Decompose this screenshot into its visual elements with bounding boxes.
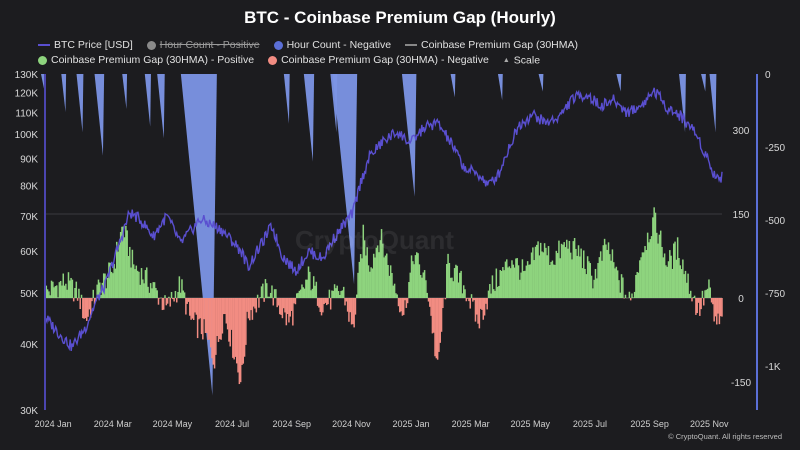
hour-count-spike <box>538 74 544 92</box>
mid-tick-label: -150 <box>731 378 751 389</box>
legend-swatch <box>273 40 283 50</box>
x-tick-label: 2025 Mar <box>452 419 490 429</box>
legend-label: Coinbase Premium Gap (30HMA) - Positive <box>51 54 255 67</box>
legend-swatch: ▲ <box>502 57 510 64</box>
legend-item[interactable]: BTC Price [USD] <box>38 38 133 53</box>
hour-count-spike <box>283 74 290 124</box>
right-tick-label: -750 <box>765 289 785 300</box>
legend-label: Coinbase Premium Gap (30HMA) - Negative <box>281 54 489 67</box>
x-tick-label: 2024 Mar <box>94 419 132 429</box>
legend-item[interactable]: Hour Count - Positive <box>146 38 260 53</box>
left-tick-label: 30K <box>20 406 38 417</box>
x-tick-label: 2024 May <box>153 419 193 429</box>
hour-count-spike <box>303 74 315 162</box>
left-tick-label: 120K <box>15 88 39 99</box>
hour-count-spike <box>709 74 717 133</box>
left-tick-label: 70K <box>20 212 38 223</box>
legend-label: BTC Price [USD] <box>54 39 133 51</box>
hour-count-spike <box>450 74 456 98</box>
hour-count-spike <box>332 74 358 285</box>
premium-gap-series <box>44 207 723 385</box>
legend-item[interactable]: Coinbase Premium Gap (30HMA) <box>405 38 578 53</box>
axes: 30K 40K 50K 60K 70K 80K 90K 100K 110K 120K 130K 300… <box>15 70 786 429</box>
x-tick-label: 2025 Sep <box>630 419 669 429</box>
left-tick-label: 50K <box>20 289 38 300</box>
legend-item[interactable]: Hour Count - Negative <box>273 38 392 53</box>
hour-count-spike <box>616 74 622 92</box>
x-tick-label: 2024 Nov <box>332 419 371 429</box>
mid-tick-label: 300 <box>733 126 750 137</box>
legend-label: Hour Count - Positive <box>159 39 260 51</box>
watermark: CryptoQuant <box>295 225 454 255</box>
left-tick-label: 40K <box>20 340 38 351</box>
left-tick-label: 110K <box>15 108 38 119</box>
hour-count-spike <box>122 74 128 110</box>
legend-item[interactable]: ▲ Scale <box>503 53 540 68</box>
legend-swatch <box>38 56 47 65</box>
legend-item[interactable]: Coinbase Premium Gap (30HMA) - Negative <box>268 53 489 68</box>
left-tick-label: 80K <box>20 181 38 192</box>
mid-tick-label: 0 <box>738 294 744 305</box>
left-tick-label: 90K <box>20 154 38 165</box>
btc-price-series <box>44 87 723 352</box>
legend-label: Hour Count - Negative <box>286 39 392 51</box>
left-tick-label: 100K <box>15 130 39 141</box>
right-tick-label: -250 <box>765 143 785 154</box>
hour-count-spike <box>94 74 105 156</box>
btc-price-line <box>44 87 723 352</box>
hour-count-spike <box>76 74 84 133</box>
legend: BTC Price [USD] Hour Count - Positive Hour… <box>38 38 778 68</box>
hour-count-spike <box>144 74 151 127</box>
mid-tick-label: 150 <box>733 210 750 221</box>
hour-count-spike <box>61 74 67 112</box>
x-tick-label: 2024 Jul <box>215 419 249 429</box>
legend-item[interactable]: Coinbase Premium Gap (30HMA) - Positive <box>38 53 254 68</box>
legend-label: Coinbase Premium Gap (30HMA) <box>421 39 579 51</box>
legend-swatch <box>405 44 418 47</box>
hour-count-spike <box>701 74 706 92</box>
chart-title: BTC - Coinbase Premium Gap (Hourly) <box>244 8 556 27</box>
hour-count-spike <box>157 74 165 139</box>
x-tick-label: 2025 Jul <box>573 419 607 429</box>
legend-label: Scale <box>513 54 541 67</box>
right-tick-label: -500 <box>765 216 785 227</box>
x-tick-label: 2025 May <box>511 419 551 429</box>
hour-count-spike <box>497 74 503 101</box>
left-tick-label: 60K <box>20 247 38 258</box>
x-tick-label: 2024 Jan <box>35 419 72 429</box>
x-tick-label: 2024 Sep <box>272 419 311 429</box>
left-tick-label: 130K <box>15 70 39 81</box>
legend-swatch <box>268 56 278 65</box>
copyright-notice: © CryptoQuant. All rights reserved <box>668 432 782 441</box>
legend-swatch <box>38 44 50 47</box>
hour-count-spike <box>401 74 417 197</box>
x-tick-label: 2025 Nov <box>690 419 729 429</box>
legend-swatch <box>146 40 156 50</box>
right-tick-label: -1K <box>765 362 781 373</box>
right-tick-label: 0 <box>765 70 771 81</box>
x-tick-label: 2025 Jan <box>392 419 429 429</box>
